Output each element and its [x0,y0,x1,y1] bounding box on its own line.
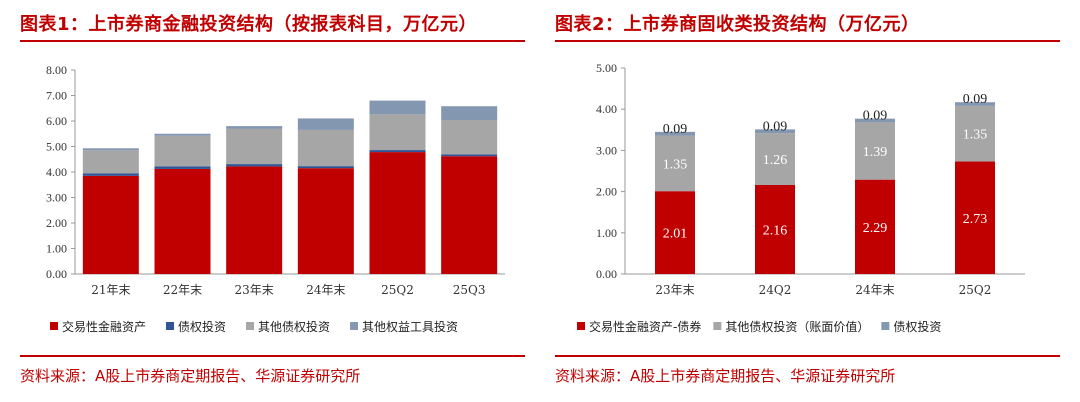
legend-swatch [246,322,255,330]
bar-segment [154,166,211,169]
data-label: 0.09 [863,109,888,124]
bar-segment [369,152,426,274]
figure-1-bottom-rule [20,355,525,357]
x-tick-label: 22年末 [163,283,202,297]
y-tick-label: 3.00 [46,191,67,205]
bar-segment [369,114,426,151]
legend-swatch [577,322,585,330]
bar-segment [755,185,795,274]
bar-segment [755,133,795,186]
figure-1-chart: 0.00 1.00 2.00 3.00 4.00 5.00 6.00 7.00 8.00 21年末… [46,63,505,334]
data-label: 2.16 [763,224,788,239]
figure-2-bottom-rule [555,355,1060,357]
x-tick-label: 24年末 [306,283,345,297]
legend-swatch [713,322,722,330]
bar-segment [82,173,139,176]
bar-segment [154,168,211,274]
bar-segment [297,118,354,130]
y-tick-label: 2.00 [596,185,617,199]
figure-2-chart: 0.00 1.00 2.00 3.00 4.00 5.00 2.01 1.35 0.09 23年末… [577,61,1025,334]
bar-segment [226,128,283,165]
bar-segment [955,105,995,162]
y-tick-label: 2.00 [46,216,67,230]
y-tick-label: 6.00 [46,114,67,128]
bar-segment [855,122,895,180]
bar-segment [655,131,695,136]
bar-segment [154,135,211,167]
legend-label: 其他债权投资 [258,319,330,334]
figure-1-title: 图表1：上市券商金融投资结构（按报表科目，万亿元） [20,14,478,35]
y-tick-label: 1.00 [46,242,67,256]
data-label: 0.09 [663,122,688,137]
bar-segment [297,168,354,274]
figure-1-top-rule [20,40,525,42]
bar-segment [441,156,498,274]
data-label: 1.35 [663,157,688,172]
bar-segment [154,133,211,136]
bar-segment [955,161,995,274]
y-tick-label: 0.00 [46,267,67,281]
legend-label: 其他债权投资（账面价值） [725,319,869,334]
bar-segment [655,191,695,274]
data-label: 2.29 [863,221,888,236]
data-label: 0.09 [963,92,988,107]
legend-swatch [50,322,58,330]
data-label: 0.09 [763,119,788,134]
y-tick-label: 0.00 [596,267,617,281]
legend-swatch [166,322,175,330]
legend-label: 债权投资 [893,319,941,334]
y-tick-label: 1.00 [596,226,617,240]
bar-segment [226,126,283,129]
data-label: 1.35 [963,128,988,143]
x-tick-label: 25Q2 [381,283,414,297]
bar-segment [297,129,354,167]
bar-segment [855,179,895,274]
bar-segment [369,100,426,115]
legend-label: 其他权益工具投资 [362,319,458,334]
figure-2-title: 图表2：上市券商固收类投资结构（万亿元） [555,14,920,35]
figure-1-panel: 图表1：上市券商金融投资结构（按报表科目，万亿元） 0.00 1.00 2.00 3.… [20,0,530,402]
figure-2-source: 资料来源：A股上市券商定期报告、华源证券研究所 [555,367,896,385]
legend-label: 交易性金融资产 [62,319,146,334]
bar-segment [441,119,498,155]
bar-segment [441,106,498,120]
y-tick-label: 3.00 [596,143,617,157]
bar-segment [82,148,139,151]
bar-segment [955,102,995,106]
legend-swatch [350,322,359,330]
x-tick-label: 23年末 [655,283,694,297]
x-tick-label: 24Q2 [759,283,792,297]
data-label: 2.73 [963,212,988,227]
x-tick-label: 24年末 [855,283,894,297]
legend-swatch [881,322,890,330]
bar-segment [82,175,139,274]
bar-segment [226,164,283,167]
data-label: 1.39 [863,145,888,160]
x-tick-label: 21年末 [91,283,130,297]
y-tick-label: 7.00 [46,89,67,103]
y-tick-label: 5.00 [46,140,67,154]
y-tick-label: 5.00 [596,61,617,75]
x-tick-label: 25Q3 [453,283,486,297]
bar-segment [297,166,354,169]
bar-segment [855,118,895,123]
bar-segment [226,166,283,274]
y-tick-label: 4.00 [596,102,617,116]
figure-2-top-rule [555,40,1060,42]
legend-label: 债权投资 [178,319,226,334]
bar-segment [441,154,498,157]
bar-segment [369,150,426,153]
bar-segment [82,150,139,174]
y-tick-label: 8.00 [46,63,67,77]
x-tick-label: 25Q2 [959,283,992,297]
data-label: 1.26 [763,153,788,168]
data-label: 2.01 [663,227,688,242]
legend-label: 交易性金融资产-债券 [589,319,701,334]
x-tick-label: 23年末 [235,283,274,297]
figure-2-panel: 图表2：上市券商固收类投资结构（万亿元） 0.00 1.00 2.00 3.00 4.0… [555,0,1065,402]
bar-segment [655,135,695,192]
figure-1-source: 资料来源：A股上市券商定期报告、华源证券研究所 [20,367,361,385]
bar-segment [755,129,795,134]
y-tick-label: 4.00 [46,165,67,179]
